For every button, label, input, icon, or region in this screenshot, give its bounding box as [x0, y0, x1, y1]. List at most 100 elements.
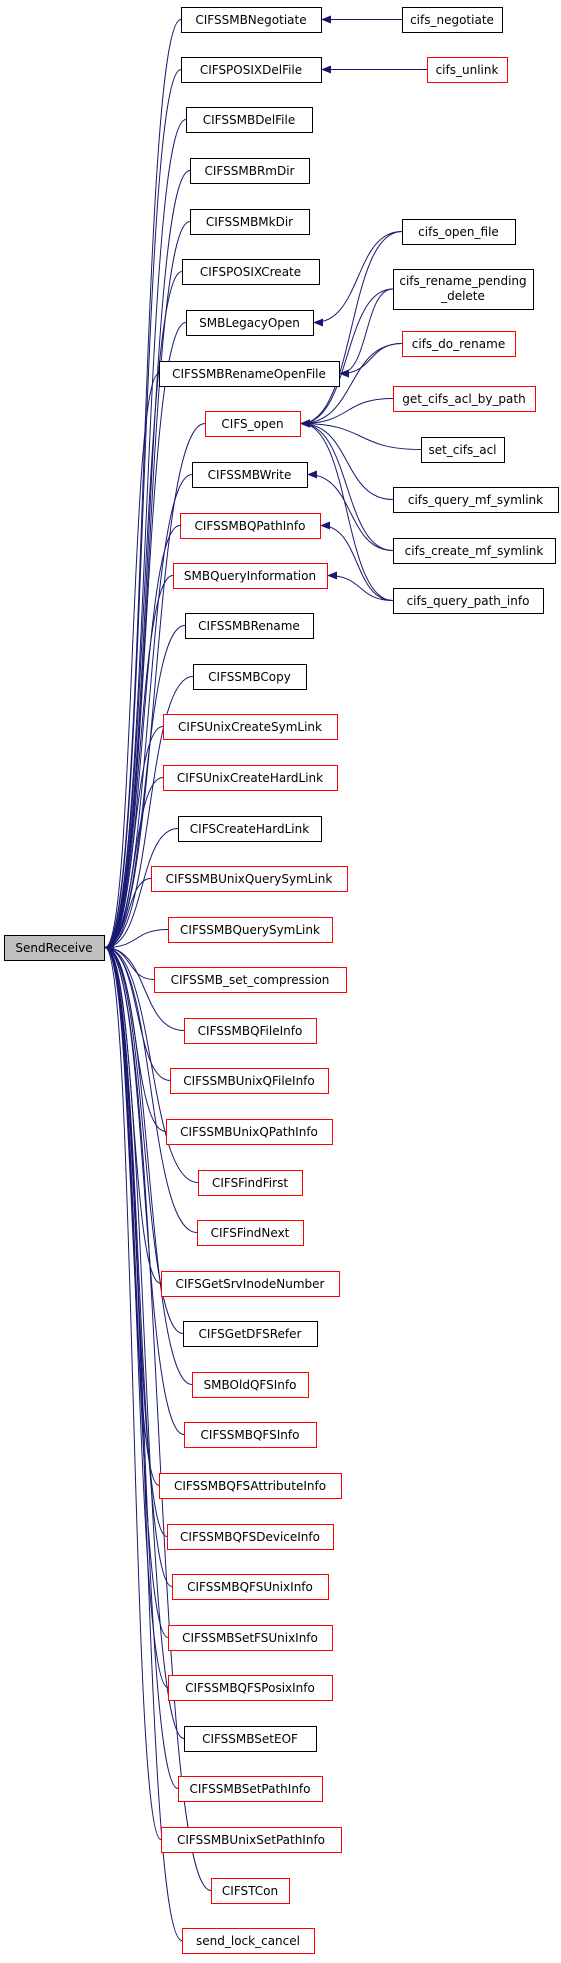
node-cifssmbunix-qpath-info[interactable]: CIFSSMBUnixQPathInfo	[166, 1119, 333, 1145]
node-cifssmbquery-sym-link[interactable]: CIFSSMBQuerySymLink	[168, 917, 333, 943]
edge-cifssmbrm-dir-to-send-receive	[104, 170, 191, 952]
node-smblegacy-open[interactable]: SMBLegacyOpen	[186, 310, 314, 336]
node-label: CIFSSMBUnixQuerySymLink	[166, 872, 333, 886]
node-cifssmbqfsinfo[interactable]: CIFSSMBQFSInfo	[184, 1422, 317, 1448]
node-cifsget-srv-inode-number[interactable]: CIFSGetSrvInodeNumber	[161, 1271, 340, 1297]
node-label: CIFSGetSrvInodeNumber	[176, 1277, 325, 1291]
edge-cifssmbqfsinfo-to-send-receive	[104, 943, 185, 1435]
node-box	[190, 209, 310, 235]
node-cifs-open-file[interactable]: cifs_open_file	[402, 219, 516, 245]
node-cifssmbmk-dir[interactable]: CIFSSMBMkDir	[190, 209, 310, 235]
node-cifsfind-next[interactable]: CIFSFindNext	[197, 1220, 304, 1246]
node-label: _delete	[440, 289, 485, 303]
node-box	[178, 1776, 323, 1802]
node-cifssmbnegotiate[interactable]: CIFSSMBNegotiate	[181, 7, 322, 33]
node-cifssmbrm-dir[interactable]: CIFSSMBRmDir	[190, 158, 310, 184]
node-cifssmb-set-compression[interactable]: CIFSSMB_set_compression	[154, 967, 347, 993]
node-box	[185, 613, 314, 639]
edge-cifscreate-hard-link-to-send-receive	[104, 828, 179, 952]
node-cifsunix-create-hard-link[interactable]: CIFSUnixCreateHardLink	[163, 765, 338, 791]
node-cifssmbwrite[interactable]: CIFSSMBWrite	[192, 462, 308, 488]
node-cifsposixcreate[interactable]: CIFSPOSIXCreate	[182, 259, 320, 285]
node-cifs-do-rename[interactable]: cifs_do_rename	[402, 331, 516, 357]
node-box	[184, 1018, 317, 1044]
node-cifssmbunix-query-sym-link[interactable]: CIFSSMBUnixQuerySymLink	[151, 866, 348, 892]
node-box	[402, 219, 516, 245]
node-label: CIFSSMBQFileInfo	[198, 1024, 303, 1038]
node-box	[181, 7, 322, 33]
node-set-cifs-acl[interactable]: set_cifs_acl	[421, 437, 505, 463]
node-box	[393, 588, 544, 614]
node-label: cifs_rename_pending	[399, 274, 526, 288]
node-cifsget-dfsrefer[interactable]: CIFSGetDFSRefer	[183, 1321, 318, 1347]
node-cifscreate-hard-link[interactable]: CIFSCreateHardLink	[178, 816, 322, 842]
node-label: CIFSSMBRename	[198, 619, 300, 633]
node-smbold-qfsinfo[interactable]: SMBOldQFSInfo	[192, 1372, 309, 1398]
node-cifssmbcopy[interactable]: CIFSSMBCopy	[193, 664, 307, 690]
node-cifsposixdel-file[interactable]: CIFSPOSIXDelFile	[181, 57, 322, 83]
node-label: CIFSSMBUnixSetPathInfo	[177, 1833, 325, 1847]
edge-cifs-rename-pending-delete-to-cifs-open	[300, 288, 394, 428]
node-cifssmbqfsdevice-info[interactable]: CIFSSMBQFSDeviceInfo	[167, 1524, 334, 1550]
node-cifssmbqfsposix-info[interactable]: CIFSSMBQFSPosixInfo	[168, 1675, 333, 1701]
node-label: SMBOldQFSInfo	[204, 1378, 297, 1392]
node-box	[161, 1827, 342, 1853]
node-label: CIFSSMBWrite	[208, 468, 292, 482]
node-box	[163, 765, 338, 791]
node-cifssmbunix-qfile-info[interactable]: CIFSSMBUnixQFileInfo	[170, 1068, 329, 1094]
node-box	[159, 1473, 342, 1499]
node-cifssmbqfile-info[interactable]: CIFSSMBQFileInfo	[184, 1018, 317, 1044]
edge-cifs-query-mf-symlink-to-cifs-open	[300, 419, 394, 500]
node-send-receive: SendReceive	[4, 935, 105, 961]
node-box	[163, 714, 338, 740]
node-label: CIFSSMBQFSAttributeInfo	[174, 1479, 326, 1493]
node-box	[190, 158, 310, 184]
node-box	[402, 7, 503, 33]
node-cifs-negotiate[interactable]: cifs_negotiate	[402, 7, 503, 33]
node-cifs-rename-pending-delete[interactable]: cifs_rename_pending_delete	[393, 269, 534, 310]
node-cifssmbset-path-info[interactable]: CIFSSMBSetPathInfo	[178, 1776, 323, 1802]
node-cifssmbset-eof[interactable]: CIFSSMBSetEOF	[184, 1726, 317, 1752]
node-label: get_cifs_acl_by_path	[402, 392, 525, 406]
node-cifssmbqpath-info[interactable]: CIFSSMBQPathInfo	[180, 513, 321, 539]
edge-cifsfind-first-to-send-receive	[104, 943, 199, 1183]
node-send-lock-cancel[interactable]: send_lock_cancel	[182, 1928, 315, 1954]
node-label: CIFSFindNext	[211, 1226, 290, 1240]
node-cifssmbqfsattribute-info[interactable]: CIFSSMBQFSAttributeInfo	[159, 1473, 342, 1499]
node-label: CIFSTCon	[222, 1884, 278, 1898]
node-box	[178, 816, 322, 842]
node-cifsunix-create-sym-link[interactable]: CIFSUnixCreateSymLink	[163, 714, 338, 740]
node-cifssmbunix-set-path-info[interactable]: CIFSSMBUnixSetPathInfo	[161, 1827, 342, 1853]
node-cifssmbdel-file[interactable]: CIFSSMBDelFile	[186, 107, 313, 133]
node-cifssmbqfsunix-info[interactable]: CIFSSMBQFSUnixInfo	[172, 1574, 329, 1600]
node-cifssmbset-fsunix-info[interactable]: CIFSSMBSetFSUnixInfo	[168, 1625, 333, 1651]
node-cifssmbrename-open-file[interactable]: CIFSSMBRenameOpenFile	[159, 361, 340, 387]
node-cifs-open[interactable]: CIFS_open	[205, 411, 301, 437]
node-cifssmbrename[interactable]: CIFSSMBRename	[185, 613, 314, 639]
edge-cifssmbrename-to-send-receive	[104, 625, 186, 952]
edge-cifssmbcopy-to-send-receive	[104, 676, 194, 952]
node-box	[186, 107, 313, 133]
node-box	[192, 462, 308, 488]
node-label: CIFSSMBDelFile	[203, 113, 295, 127]
node-get-cifs-acl-by-path[interactable]: get_cifs_acl_by_path	[393, 386, 536, 412]
edge-cifssmbdel-file-to-send-receive	[104, 119, 187, 952]
node-label: CIFSSMBSetFSUnixInfo	[182, 1631, 318, 1645]
nodes-layer: SendReceive CIFSSMBNegotiate cifs_negotiat…	[4, 7, 559, 1954]
edge-cifssmbset-eof-to-send-receive	[104, 943, 185, 1739]
node-cifstcon[interactable]: CIFSTCon	[211, 1878, 290, 1904]
edge-cifssmbqfsposix-info-to-send-receive	[104, 943, 169, 1688]
node-box	[159, 361, 340, 387]
edge-cifssmbwrite-to-send-receive	[104, 474, 193, 952]
node-box	[166, 1119, 333, 1145]
node-smbquery-information[interactable]: SMBQueryInformation	[173, 563, 328, 589]
node-cifs-create-mf-symlink[interactable]: cifs_create_mf_symlink	[393, 538, 556, 564]
node-cifs-unlink[interactable]: cifs_unlink	[427, 57, 508, 83]
node-cifsfind-first[interactable]: CIFSFindFirst	[198, 1170, 303, 1196]
node-label: CIFSSMBQFSUnixInfo	[187, 1580, 313, 1594]
node-box	[193, 664, 307, 690]
node-cifs-query-path-info[interactable]: cifs_query_path_info	[393, 588, 544, 614]
node-label: CIFSUnixCreateSymLink	[178, 720, 322, 734]
node-cifs-query-mf-symlink[interactable]: cifs_query_mf_symlink	[393, 487, 559, 513]
